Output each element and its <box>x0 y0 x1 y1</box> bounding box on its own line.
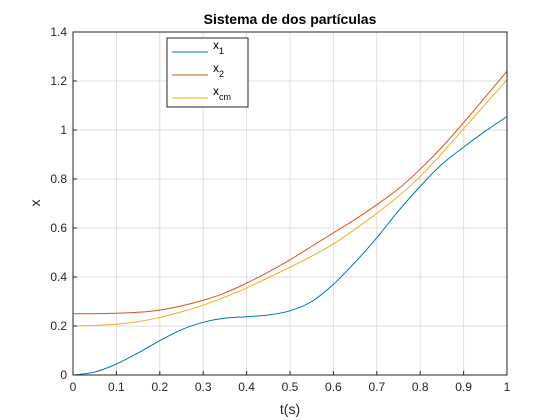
y-tick-label: 0.8 <box>50 172 67 186</box>
x-tick-label: 0.1 <box>108 380 125 394</box>
grid <box>72 31 508 376</box>
x-tick-label: 0.7 <box>368 380 385 394</box>
chart-title: Sistema de dos partículas <box>204 11 377 27</box>
series-line-x1 <box>72 116 508 376</box>
y-tick-label: 0 <box>60 368 67 382</box>
legend-label-base: x <box>213 84 219 98</box>
plot-lines <box>72 70 508 376</box>
series-line-x2 <box>72 70 508 315</box>
legend-label-xcm: xcm <box>213 84 231 102</box>
legend-label-subscript: cm <box>219 92 231 102</box>
x-tick-label: 0.8 <box>412 380 429 394</box>
x-axis-label: t(s) <box>280 401 300 417</box>
series-line-xcm <box>72 79 508 327</box>
legend-box <box>166 37 249 108</box>
legend-label-x1: x1 <box>213 38 224 56</box>
x-tick-label: 0.5 <box>282 380 299 394</box>
legend-label-base: x <box>213 61 219 75</box>
x-tick-label: 0.9 <box>455 380 472 394</box>
legend-label-subscript: 2 <box>219 69 224 79</box>
y-ticks: 0 0.2 0.4 0.6 0.8 1 1.2 1.4 <box>50 25 77 382</box>
x-tick-label: 0.2 <box>151 380 168 394</box>
x-tick-label: 1 <box>504 380 511 394</box>
y-tick-label: 0.4 <box>50 270 67 284</box>
y-tick-label: 1.2 <box>50 74 67 88</box>
y-tick-label: 1.4 <box>50 25 67 39</box>
y-tick-label: 0.2 <box>50 319 67 333</box>
x-tick-label: 0 <box>70 380 77 394</box>
y-tick-label: 1 <box>60 123 67 137</box>
x-tick-label: 0.3 <box>195 380 212 394</box>
y-tick-label: 0.6 <box>50 221 67 235</box>
x-ticks: 0 0.1 0.2 0.3 0.4 0.5 0.6 0.7 0.8 0.9 1 <box>70 371 511 394</box>
x-tick-label: 0.4 <box>238 380 255 394</box>
y-axis-label: x <box>27 200 43 207</box>
legend-label-subscript: 1 <box>219 46 224 56</box>
x-tick-label: 0.6 <box>325 380 342 394</box>
legend-label-base: x <box>213 38 219 52</box>
legend-label-x2: x2 <box>213 61 224 79</box>
